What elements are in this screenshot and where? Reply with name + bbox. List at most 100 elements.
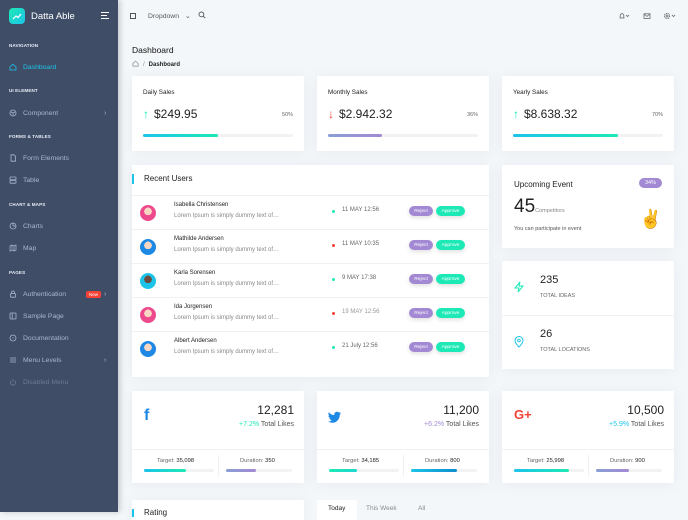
sidebar-item-documentation[interactable]: ? Documentation [0, 331, 118, 345]
chevron-right-icon: › [104, 109, 107, 117]
daily-sales-card: Daily Sales ↑ $249.95 50% [132, 76, 304, 151]
tab-today[interactable]: Today [317, 500, 357, 520]
reject-button[interactable]: Reject [409, 206, 433, 216]
progress-bar [513, 134, 663, 137]
menu-icon [9, 356, 17, 364]
yearly-sales-card: Yearly Sales ↑ $8.638.32 70% [502, 76, 674, 151]
nav-caption-navigation: NAVIGATION [9, 43, 39, 48]
sidebar-item-menu-levels[interactable]: Menu Levels › [0, 353, 118, 367]
totals-card: 235 TOTAL IDEAS 26 TOTAL LOCATIONS [502, 261, 674, 369]
table-row: Karla Sorensen Lorem Ipsum is simply dum… [132, 263, 490, 297]
table-row: Ida Jorgensen Lorem Ipsum is simply dumm… [132, 297, 490, 331]
approve-button[interactable]: Approve [436, 206, 465, 216]
mail-icon[interactable] [643, 12, 651, 22]
arrow-down-icon: ↓ [328, 107, 334, 121]
avatar [140, 341, 156, 357]
table-row: Albert Andersen Lorem Ipsum is simply du… [132, 331, 490, 365]
search-icon[interactable] [198, 11, 206, 21]
rating-card: Rating [132, 500, 304, 520]
sidebar-icon [9, 312, 17, 320]
reject-button[interactable]: Reject [409, 308, 433, 318]
sidebar-item-authentication[interactable]: Authentication New › [0, 287, 118, 301]
monthly-sales-card: Monthly Sales ↓ $2.942.32 36% [317, 76, 489, 151]
svg-text:?: ? [12, 336, 15, 341]
chevron-down-icon: ⌄ [184, 13, 191, 20]
nav-caption-pages: PAGES [9, 270, 26, 275]
facebook-icon: f [144, 407, 150, 424]
status-dot [332, 210, 335, 213]
server-icon [9, 176, 17, 184]
upcoming-event-card: Upcoming Event 34% 45 Competitors You ca… [502, 165, 674, 248]
map-icon [9, 244, 17, 252]
chevron-right-icon: › [104, 290, 107, 298]
breadcrumb-current[interactable]: Dashboard [148, 61, 181, 68]
brand[interactable]: Datta Able [0, 0, 118, 32]
zap-icon [513, 280, 525, 298]
target-progress [144, 469, 214, 472]
status-dot [332, 278, 335, 281]
duration-progress [411, 469, 477, 472]
page-title: Dashboard [132, 45, 174, 55]
reject-button[interactable]: Reject [409, 240, 433, 250]
status-dot [332, 312, 335, 315]
nav-caption-forms-tables: FORMS & TABLES [9, 134, 51, 139]
sidebar-item-component[interactable]: Component › [0, 106, 118, 120]
topbar: Dropdown ⌄ [118, 0, 688, 32]
title-accent [132, 174, 134, 184]
fullscreen-icon[interactable] [130, 13, 136, 19]
dropdown-menu[interactable]: Dropdown ⌄ [148, 13, 191, 20]
avatar [140, 205, 156, 221]
sidebar-item-charts[interactable]: Charts [0, 219, 118, 233]
facebook-card: f 12,281 +7.2% Total Likes Target: 35,09… [132, 391, 304, 483]
approve-button[interactable]: Approve [436, 240, 465, 250]
avatar [140, 273, 156, 289]
avatar [140, 307, 156, 323]
nav-caption-chart-maps: CHART & MAPS [9, 202, 46, 207]
brand-name: Datta Able [31, 10, 75, 22]
sidebar: Datta Able NAVIGATION Dashboard UI ELEME… [0, 0, 118, 512]
status-dot [332, 244, 335, 247]
lock-icon [9, 290, 17, 298]
google-plus-card: G+ 10,500 +5.9% Total Likes Target: 25,9… [502, 391, 674, 483]
approve-button[interactable]: Approve [436, 308, 465, 318]
table-row: Mathilde Andersen Lorem Ipsum is simply … [132, 229, 490, 263]
reject-button[interactable]: Reject [409, 342, 433, 352]
settings-icon[interactable] [663, 12, 676, 22]
power-icon [9, 378, 17, 386]
table-row: Isabella Christensen Lorem Ipsum is simp… [132, 195, 490, 229]
sidebar-item-sample-page[interactable]: Sample Page [0, 309, 118, 323]
pie-chart-icon [9, 222, 17, 230]
sidebar-item-dashboard[interactable]: Dashboard [0, 60, 118, 74]
approve-button[interactable]: Approve [436, 274, 465, 284]
help-circle-icon: ? [9, 334, 17, 342]
sidebar-item-form-elements[interactable]: Form Elements [0, 151, 118, 165]
twitter-card: 11,200 +6.2% Total Likes Target: 34,185 … [317, 391, 489, 483]
arrow-up-icon: ↑ [143, 107, 149, 121]
duration-progress [226, 469, 292, 472]
peace-hand-icon: ✌ [639, 209, 662, 229]
event-title: Upcoming Event [514, 180, 573, 189]
progress-bar [143, 134, 293, 137]
reject-button[interactable]: Reject [409, 274, 433, 284]
tab-this-week[interactable]: This Week [366, 505, 397, 512]
new-badge: New [86, 290, 102, 298]
target-progress [329, 469, 399, 472]
box-icon [9, 109, 17, 117]
status-dot [332, 346, 335, 349]
sidebar-item-map[interactable]: Map [0, 241, 118, 255]
twitter-icon [328, 410, 342, 428]
menu-toggle-icon[interactable] [101, 12, 109, 19]
chevron-right-icon: › [104, 356, 107, 364]
target-progress [514, 469, 584, 472]
nav-caption-ui-element: UI ELEMENT [9, 88, 38, 93]
progress-bar [328, 134, 478, 137]
recent-users-title: Recent Users [144, 174, 193, 183]
sidebar-item-disabled-menu: Disabled Menu [0, 375, 118, 389]
recent-users-card: Recent Users Isabella Christensen Lorem … [132, 165, 490, 377]
avatar [140, 239, 156, 255]
home-icon[interactable] [132, 60, 139, 69]
approve-button[interactable]: Approve [436, 342, 465, 352]
bell-icon[interactable] [618, 12, 630, 22]
tab-all[interactable]: All [418, 505, 426, 512]
sidebar-item-table[interactable]: Table [0, 173, 118, 187]
